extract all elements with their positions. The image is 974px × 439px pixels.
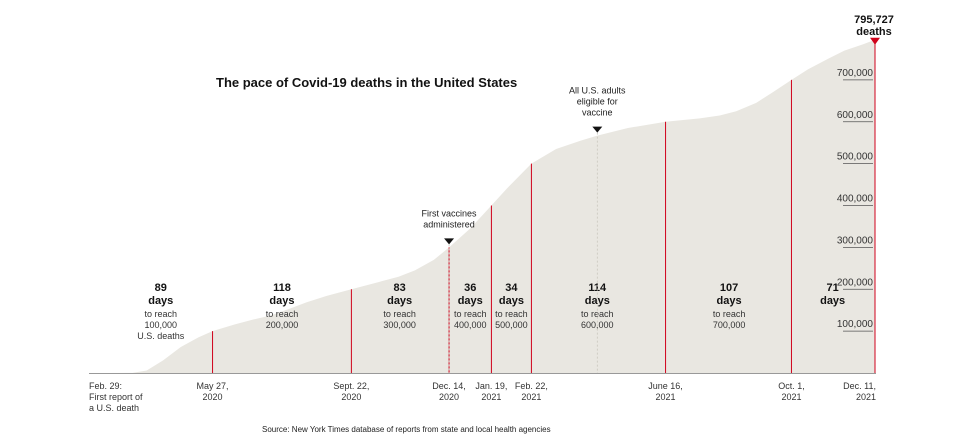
y-tick-label: 700,000 <box>837 68 874 79</box>
interval-sub-label: to reach <box>266 309 299 319</box>
interval-days-count: 36 <box>464 282 476 294</box>
date-label: May 27, <box>197 381 229 391</box>
annotation-marker <box>592 126 603 133</box>
y-tick-label: 400,000 <box>837 194 874 205</box>
final-total-unit: deaths <box>856 26 891 38</box>
interval-sub-label: to reach <box>454 309 487 319</box>
date-label: 2020 <box>341 392 361 402</box>
date-label: Jan. 19, <box>475 381 507 391</box>
annotation-text: All U.S. adults <box>569 86 626 96</box>
date-label: Dec. 14, <box>432 381 466 391</box>
annotation-text: First vaccines <box>422 208 478 218</box>
area-layer <box>89 39 876 374</box>
date-label: 2021 <box>656 392 676 402</box>
interval-sub-label: U.S. deaths <box>137 331 185 341</box>
date-label: Feb. 22, <box>515 381 548 391</box>
interval-days-count: 114 <box>588 282 607 294</box>
y-tick-label: 100,000 <box>837 319 874 330</box>
final-total-value: 795,727 <box>854 14 894 26</box>
interval-sub-label: 700,000 <box>713 320 746 330</box>
deaths-area <box>109 39 875 374</box>
date-label: Sept. 22, <box>333 381 369 391</box>
interval-sub-label: to reach <box>383 309 416 319</box>
y-tick-label: 300,000 <box>837 235 874 246</box>
interval-sub-label: to reach <box>713 309 746 319</box>
date-label: Feb. 29: <box>89 381 122 391</box>
annotation-marker <box>444 238 455 245</box>
x-axis-date-labels: Feb. 29:First report ofa U.S. death May 2… <box>89 381 876 413</box>
interval-days-word: days <box>148 295 173 307</box>
date-label: 2021 <box>781 392 801 402</box>
date-label: 2020 <box>439 392 459 402</box>
date-label: 2021 <box>521 392 541 402</box>
interval-days-word: days <box>269 295 294 307</box>
date-label: Dec. 11, <box>843 381 876 391</box>
date-label: First report of <box>89 392 143 402</box>
interval-days-word: days <box>820 295 845 307</box>
date-label: a U.S. death <box>89 403 139 413</box>
interval-days-count: 83 <box>394 282 406 294</box>
y-tick-label: 600,000 <box>837 110 874 121</box>
interval-days-word: days <box>458 295 483 307</box>
date-label: 2021 <box>481 392 501 402</box>
interval-days-count: 118 <box>273 282 291 294</box>
final-total-marker <box>870 37 880 45</box>
interval-sub-label: to reach <box>145 309 178 319</box>
date-label: Oct. 1, <box>778 381 805 391</box>
date-label: June 16, <box>648 381 683 391</box>
interval-days-count: 71 <box>827 282 839 294</box>
date-label: 2021 <box>856 392 876 402</box>
y-tick-label: 200,000 <box>837 277 874 288</box>
interval-sub-label: 300,000 <box>383 320 416 330</box>
y-tick-label: 500,000 <box>837 152 874 163</box>
interval-sub-label: 200,000 <box>266 320 299 330</box>
annotation-text: eligible for <box>577 97 618 107</box>
annotation-text: vaccine <box>582 108 613 118</box>
interval-days-count: 107 <box>720 282 738 294</box>
y-axis: 100,000 200,000 300,000 400,000 500,000 600,0… <box>837 68 874 332</box>
interval-days-count: 89 <box>155 282 167 294</box>
interval-sub-label: to reach <box>495 309 528 319</box>
interval-sub-label: 100,000 <box>144 320 177 330</box>
date-label: 2020 <box>203 392 223 402</box>
annotation-text: administered <box>423 219 475 229</box>
interval-days-word: days <box>387 295 412 307</box>
interval-days-count: 34 <box>505 282 518 294</box>
interval-days-word: days <box>717 295 742 307</box>
interval-sub-label: 500,000 <box>495 320 528 330</box>
interval-sub-label: 400,000 <box>454 320 487 330</box>
source-note: Source: New York Times database of repor… <box>262 425 551 434</box>
chart-title: The pace of Covid-19 deaths in the Unite… <box>216 75 517 90</box>
interval-days-word: days <box>499 295 524 307</box>
